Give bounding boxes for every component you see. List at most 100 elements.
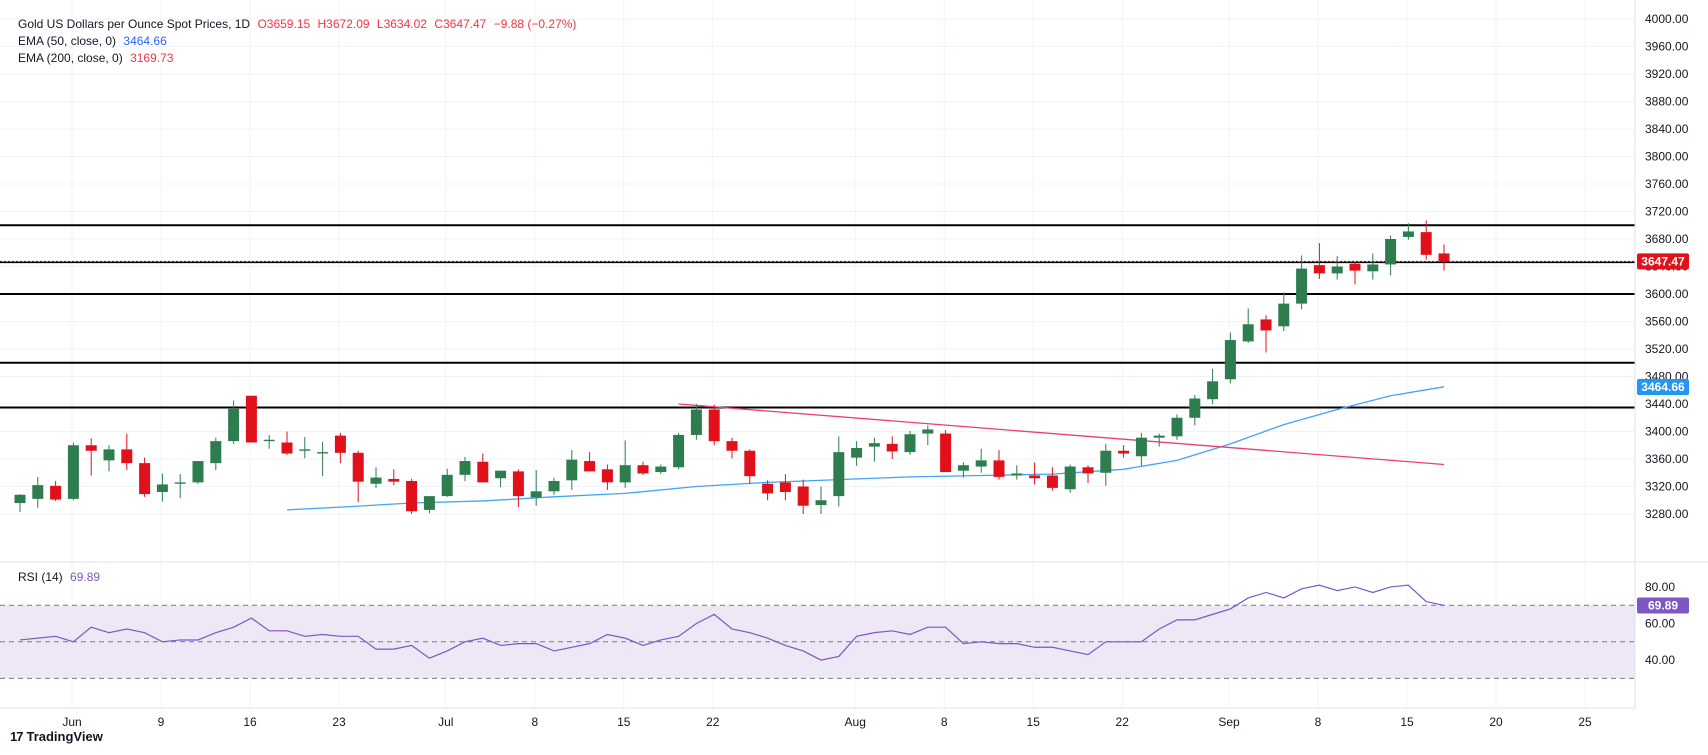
symbol-title[interactable]: Gold US Dollars per Ounce Spot Prices, 1… [18,17,251,31]
candle-up [317,441,329,477]
candle-up [1189,395,1201,426]
candle-body [566,459,578,481]
candle-body [708,409,720,442]
candle-down [1438,244,1450,271]
candle-down [406,478,418,514]
candle-body [1171,417,1183,437]
candle-up [441,468,453,497]
candle-up [156,473,168,502]
candle-body [1438,253,1450,262]
candle-down [779,474,791,501]
ema50-line [286,386,1445,511]
tradingview-icon: 17 [10,729,24,744]
candle-up [263,434,275,449]
candlestick-series[interactable] [14,220,1450,514]
candle-body [1385,239,1397,265]
candle-body [1313,265,1325,274]
candle-up [655,464,667,475]
candle-body [139,463,151,495]
candle-body [50,485,62,500]
price-tick-label: 3440.00 [1645,397,1689,411]
candle-down [1118,445,1130,458]
candle-up [868,437,880,462]
candle-down [85,438,97,476]
candle-body [156,484,168,492]
price-tick-label: 3320.00 [1645,480,1689,494]
time-tick-label: 15 [1400,715,1414,729]
price-tick-label: 3920.00 [1645,67,1689,81]
candle-body [228,408,240,442]
candle-down [1046,467,1058,491]
candle-down [1029,462,1041,485]
candle-down [512,469,524,508]
candle-down [245,395,257,443]
time-axis[interactable]: Jun 9 16 23 Jul 8 15 22 Aug 8 15 22 Sep 8 15 20 25 [62,715,1592,729]
candle-body [726,441,738,451]
price-tick-label: 3720.00 [1645,205,1689,219]
candle-body [1118,450,1130,454]
candle-body [334,435,346,453]
candle-up [1064,464,1076,493]
candle-up [174,474,186,499]
candle-up [566,450,578,490]
ema-lines [286,386,1445,511]
ema200-label: EMA (200, close, 0) [18,51,123,65]
candle-body [1135,437,1147,457]
candle-up [1402,223,1414,240]
price-tick-label: 3560.00 [1645,315,1689,329]
candle-down [993,450,1005,480]
candle-body [530,491,542,498]
candle-body [1331,266,1343,274]
candle-body [317,452,329,454]
candle-body [174,482,186,484]
price-tick-label: 3360.00 [1645,452,1689,466]
candle-body [673,434,685,468]
ema50-label: EMA (50, close, 0) [18,34,117,48]
candle-up [673,432,685,470]
candle-body [762,483,774,494]
price-axis[interactable]: 4000.00 3960.00 3920.00 3880.00 3840.00 3800.… [1645,12,1689,667]
candle-up [192,461,204,484]
time-tick-label: 20 [1489,715,1503,729]
candle-body [779,482,791,492]
price-tick-label: 3400.00 [1645,425,1689,439]
time-tick-label: 25 [1578,715,1592,729]
change-value: −9.88 (−0.27%) [493,17,577,31]
open-value: O3659.15 [257,17,311,31]
price-tick-label: 3960.00 [1645,40,1689,54]
ema50-legend[interactable]: EMA (50, close, 0) 3464.66 [18,33,171,49]
candle-body [1011,473,1023,476]
rsi-line [19,584,1445,661]
candle-up [32,476,44,508]
candle-up [459,456,471,481]
symbol-legend[interactable]: Gold US Dollars per Ounce Spot Prices, 1… [18,16,580,32]
candle-body [797,486,809,506]
candle-body [815,500,827,506]
candle-body [1153,435,1165,438]
candle-body [423,496,435,510]
candle-up [1207,368,1219,404]
candle-up [690,404,702,440]
candle-up [1153,433,1165,447]
candle-body [904,434,916,453]
close-value: C3647.47 [434,17,487,31]
ema200-legend[interactable]: EMA (200, close, 0) 3169.73 [18,50,177,66]
candle-down [1260,315,1272,353]
candle-down [334,432,346,464]
candle-up [1171,414,1183,440]
candle-body [637,465,649,474]
rsi-tick-label: 60.00 [1645,617,1675,631]
candle-up [1331,256,1343,280]
candle-up [815,486,827,514]
candle-body [281,442,293,454]
candle-body [441,474,453,497]
rsi-legend[interactable]: RSI (14) 69.89 [18,569,104,585]
candle-body [1064,466,1076,490]
time-tick-label: 22 [706,715,720,729]
tradingview-logo[interactable]: 17 TradingView [10,729,103,744]
candle-up [851,441,863,466]
price-tick-label: 3520.00 [1645,342,1689,356]
candle-body [940,433,952,473]
candle-body [1207,381,1219,400]
